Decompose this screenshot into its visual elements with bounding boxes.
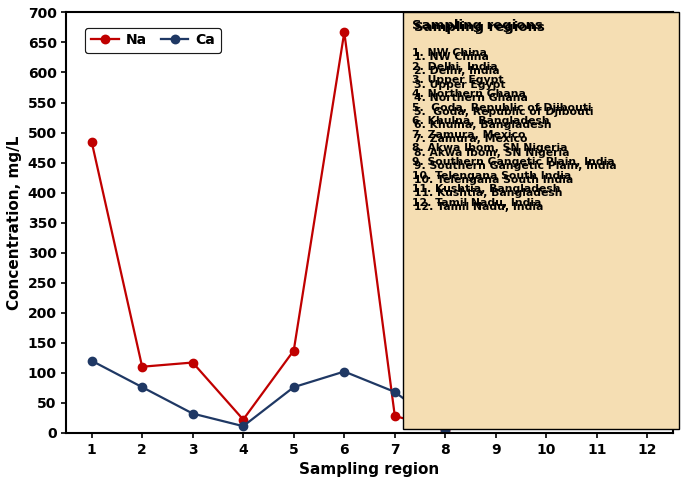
Line: Ca: Ca [88,357,651,434]
Ca [492,392,500,398]
Ca [441,427,449,433]
Ca [340,369,349,375]
Ca [188,410,197,416]
Na [492,375,500,380]
Na [643,133,651,138]
Text: Sampling regions: Sampling regions [412,19,543,32]
Ca [239,424,247,429]
Y-axis label: Concentration, mg/L: Concentration, mg/L [7,136,22,310]
Na [340,30,349,35]
Ca [138,384,147,390]
Na [543,395,551,401]
Ca [290,384,298,390]
Legend: Na, Ca: Na, Ca [86,28,221,53]
Ca [390,389,399,395]
Text: 1. NW China
2. Delhi, India
3. Upper Egypt
4. Northern Ghana
5.  Goda, Republic : 1. NW China 2. Delhi, India 3. Upper Egy… [412,48,614,208]
Ca [643,376,651,382]
Na [593,422,601,427]
Text: Sampling regions: Sampling regions [414,21,545,34]
Text: 1. NW China
2. Delhi, India
3. Upper Egypt
4. Northern Ghana
5.  Goda, Republic : 1. NW China 2. Delhi, India 3. Upper Egy… [414,52,616,212]
Na [290,348,298,353]
Na [88,138,96,144]
Na [239,417,247,423]
Line: Na: Na [88,28,651,434]
Na [138,364,147,370]
Na [441,427,449,433]
Na [188,360,197,365]
Ca [593,364,601,370]
Ca [88,358,96,363]
X-axis label: Sampling region: Sampling region [299,462,440,477]
Ca [543,399,551,405]
Na [390,413,399,419]
FancyBboxPatch shape [403,13,679,428]
